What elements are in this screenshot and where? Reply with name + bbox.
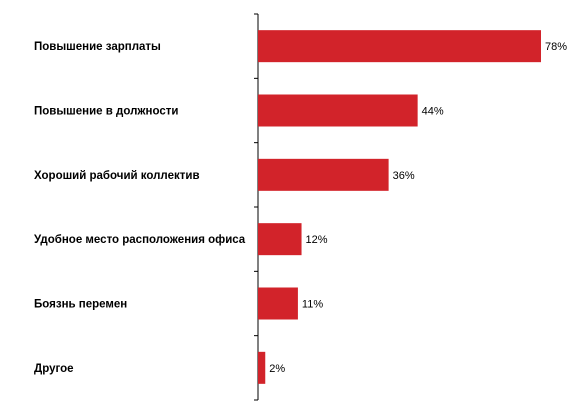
value-label: 11% [302,299,323,311]
category-label: Удобное место расположения офиса [34,234,246,246]
bar [258,223,302,256]
bar [258,351,266,384]
bars-group [258,30,541,384]
bar [258,158,389,191]
category-labels-group: Повышение зарплаты Повышение в должности Х… [34,41,246,375]
value-labels-group: 78% 44% 36% 12% 11% 2% [269,41,567,375]
category-label: Повышение в должности [34,106,178,118]
bar [258,94,418,127]
bar [258,287,298,320]
category-label: Боязнь перемен [34,299,127,311]
value-label: 36% [393,170,415,182]
category-axis [254,13,259,401]
value-label: 78% [545,41,567,53]
category-label: Хороший рабочий коллектив [34,170,200,182]
category-label: Другое [34,363,74,375]
value-label: 2% [269,363,285,375]
category-label: Повышение зарплаты [34,41,161,53]
value-label: 12% [306,234,328,246]
value-label: 44% [422,106,444,118]
bar [258,30,541,63]
